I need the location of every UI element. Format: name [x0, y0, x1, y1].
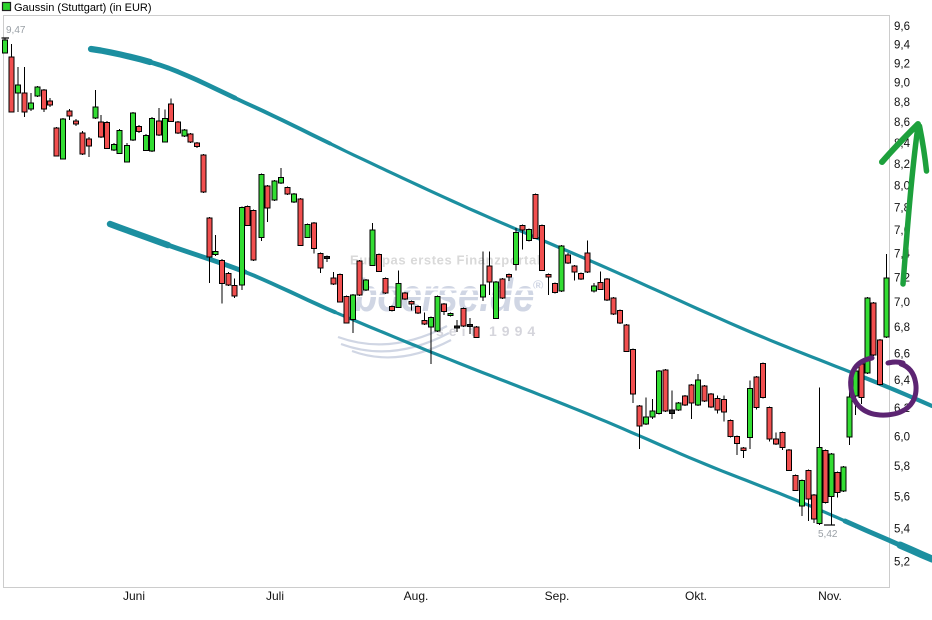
- svg-text:9,4: 9,4: [894, 40, 911, 52]
- svg-text:Nov.: Nov.: [818, 589, 842, 603]
- svg-text:9,2: 9,2: [894, 58, 910, 70]
- svg-text:6,6: 6,6: [894, 348, 910, 360]
- svg-text:9,47: 9,47: [6, 25, 26, 36]
- svg-text:6,4: 6,4: [894, 375, 911, 387]
- svg-text:Okt.: Okt.: [685, 589, 707, 603]
- svg-text:®: ®: [533, 277, 544, 293]
- svg-text:Aug.: Aug.: [404, 589, 429, 603]
- svg-text:5,6: 5,6: [894, 492, 910, 504]
- svg-text:5,2: 5,2: [894, 556, 910, 568]
- svg-text:Gaussin (Stuttgart) (in EUR): Gaussin (Stuttgart) (in EUR): [14, 2, 152, 14]
- svg-text:7,8: 7,8: [894, 203, 910, 215]
- svg-text:8,6: 8,6: [894, 117, 910, 129]
- svg-text:9,0: 9,0: [894, 78, 910, 90]
- svg-text:Juni: Juni: [123, 589, 145, 603]
- svg-text:5,4: 5,4: [894, 524, 911, 536]
- svg-text:5,42: 5,42: [818, 529, 838, 540]
- svg-text:8,0: 8,0: [894, 180, 910, 192]
- svg-text:Sep.: Sep.: [545, 589, 570, 603]
- svg-text:8,2: 8,2: [894, 159, 910, 171]
- svg-text:Europas erstes Finanzportal: Europas erstes Finanzportal: [350, 253, 541, 268]
- svg-text:seit 1994: seit 1994: [436, 323, 540, 339]
- svg-text:Juli: Juli: [266, 589, 284, 603]
- svg-text:5,8: 5,8: [894, 461, 910, 473]
- svg-text:6,8: 6,8: [894, 322, 910, 334]
- svg-text:7,0: 7,0: [894, 297, 910, 309]
- svg-text:6,0: 6,0: [894, 432, 910, 444]
- svg-text:9,6: 9,6: [894, 21, 910, 33]
- svg-text:8,8: 8,8: [894, 97, 910, 109]
